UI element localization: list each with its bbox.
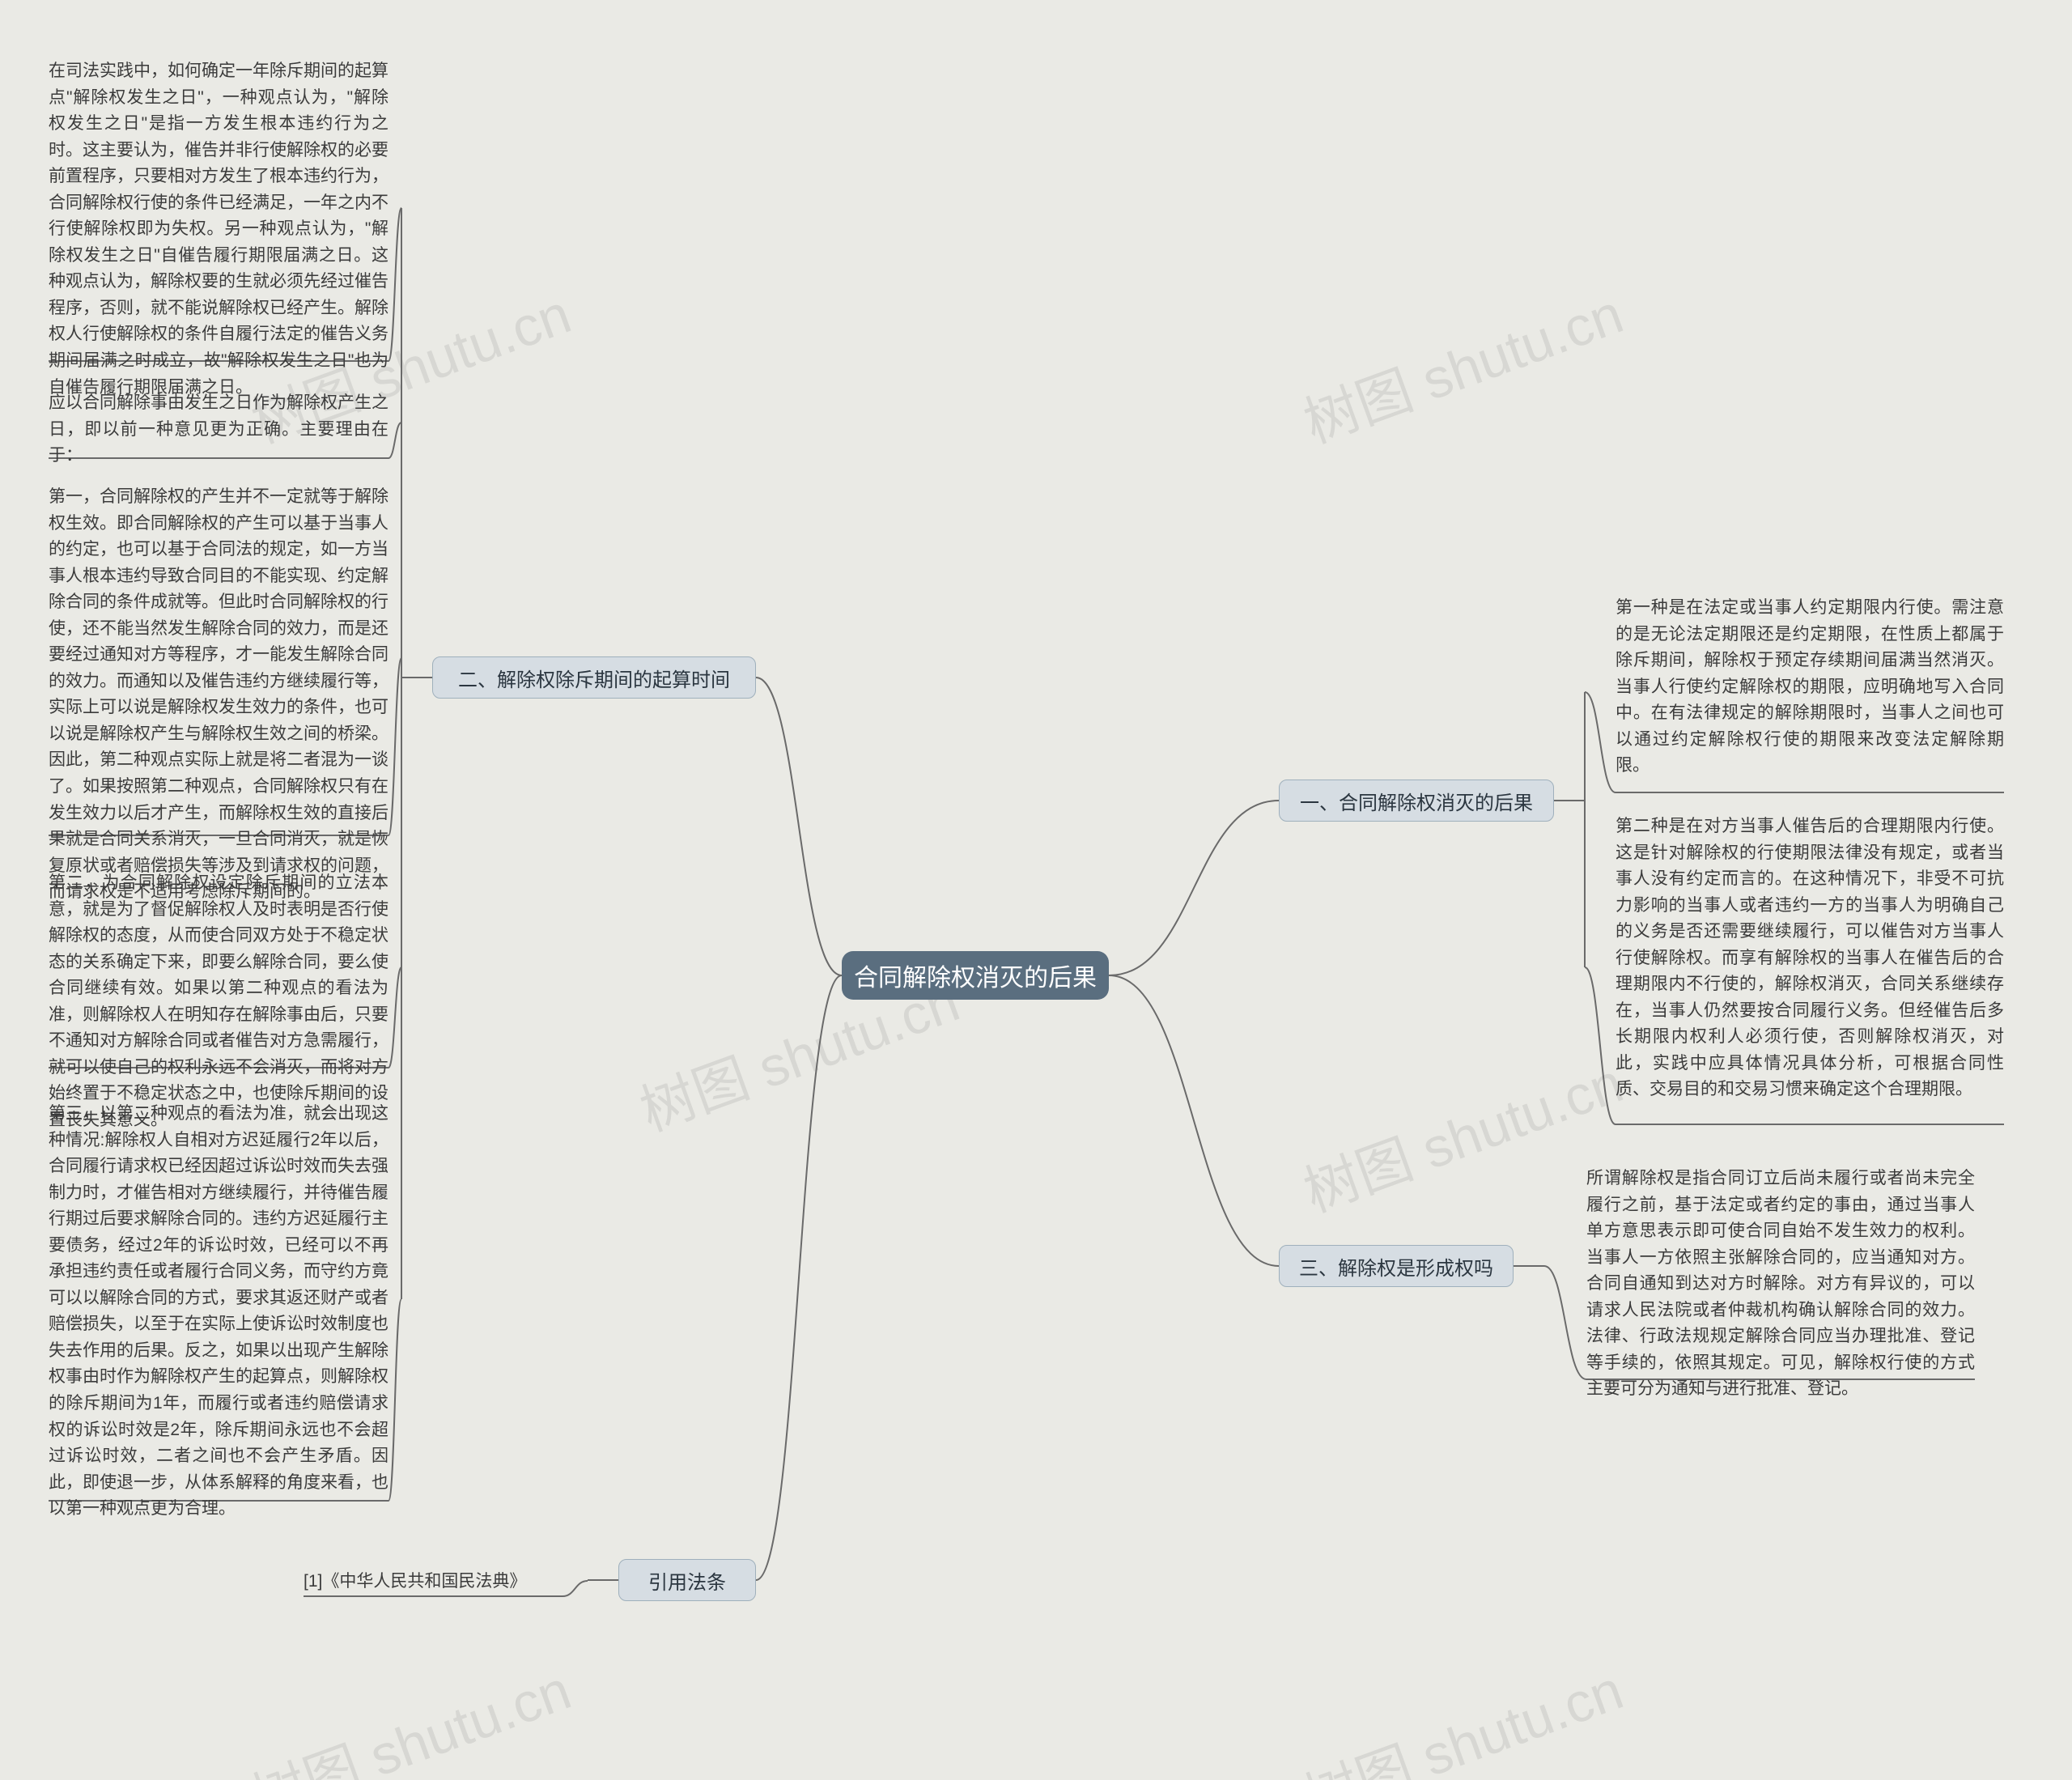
edge [388, 208, 401, 361]
root-node-label: 合同解除权消灭的后果 [842, 958, 1109, 993]
root-node[interactable]: 合同解除权消灭的后果 [842, 951, 1109, 1000]
edge [1109, 801, 1279, 975]
branch-node[interactable]: 一、合同解除权消灭的后果 [1279, 780, 1554, 822]
leaf-node: 应以合同解除事由发生之日作为解除权产生之日，即以前一种意见更为正确。主要理由在于… [49, 390, 388, 455]
leaf-node: 第一种是在法定或当事人约定期限内行使。需注意的是无论法定期限还是约定期限，在性质… [1616, 595, 2004, 789]
edge [1585, 967, 1616, 1124]
branch-node-label: 二、解除权除斥期间的起算时间 [433, 664, 755, 692]
leaf-node: 第三，以第二种观点的看法为准，就会出现这种情况:解除权人自相对方迟延履行2年以后… [49, 1101, 388, 1497]
leaf-node-label: 在司法实践中，如何确定一年除斥期间的起算点"解除权发生之日"，一种观点认为，"解… [49, 58, 388, 401]
leaf-node: 第二种是在对方当事人催告后的合理期限内行使。这是针对解除权的行使期限法律没有规定… [1616, 814, 2004, 1121]
leaf-node: [1]《中华人民共和国民法典》 [304, 1569, 563, 1593]
branch-node[interactable]: 二、解除权除斥期间的起算时间 [432, 656, 756, 699]
edge [388, 967, 401, 1068]
leaf-node-label: 第二，为合同解除权设定除斥期间的立法本意，就是为了督促解除权人及时表明是否行使解… [49, 870, 388, 1133]
edge [563, 1581, 588, 1596]
branch-node[interactable]: 三、解除权是形成权吗 [1279, 1245, 1514, 1287]
branch-node[interactable]: 引用法条 [618, 1559, 756, 1601]
leaf-node: 第一，合同解除权的产生并不一定就等于解除权生效。即合同解除权的产生可以基于当事人… [49, 484, 388, 832]
edge [388, 1299, 401, 1501]
leaf-node-label: 第三，以第二种观点的看法为准，就会出现这种情况:解除权人自相对方迟延履行2年以后… [49, 1101, 388, 1523]
edge [1585, 692, 1616, 792]
leaf-node-label: [1]《中华人民共和国民法典》 [304, 1569, 563, 1595]
edge [388, 423, 401, 458]
leaf-node-label: 第一，合同解除权的产生并不一定就等于解除权生效。即合同解除权的产生可以基于当事人… [49, 484, 388, 906]
branch-node-label: 三、解除权是形成权吗 [1280, 1252, 1513, 1281]
leaf-node: 在司法实践中，如何确定一年除斥期间的起算点"解除权发生之日"，一种观点认为，"解… [49, 58, 388, 358]
edge [756, 678, 842, 975]
branch-node-label: 一、合同解除权消灭的后果 [1280, 787, 1553, 815]
leaf-node: 所谓解除权是指合同订立后尚未履行或者尚未完全履行之前，基于法定或者约定的事由，通… [1586, 1166, 1975, 1376]
leaf-node-label: 第一种是在法定或当事人约定期限内行使。需注意的是无论法定期限还是约定期限，在性质… [1616, 595, 2004, 780]
leaf-node-label: 第二种是在对方当事人催告后的合理期限内行使。这是针对解除权的行使期限法律没有规定… [1616, 814, 2004, 1103]
leaf-node: 第二，为合同解除权设定除斥期间的立法本意，就是为了督促解除权人及时表明是否行使解… [49, 870, 388, 1064]
leaf-node-label: 所谓解除权是指合同订立后尚未履行或者尚未完全履行之前，基于法定或者约定的事由，通… [1586, 1166, 1975, 1403]
edge [388, 658, 401, 835]
edge [1109, 975, 1279, 1266]
leaf-node-label: 应以合同解除事由发生之日作为解除权产生之日，即以前一种意见更为正确。主要理由在于… [49, 390, 388, 469]
edge [1544, 1266, 1586, 1379]
edge [756, 975, 842, 1580]
branch-node-label: 引用法条 [619, 1566, 755, 1595]
